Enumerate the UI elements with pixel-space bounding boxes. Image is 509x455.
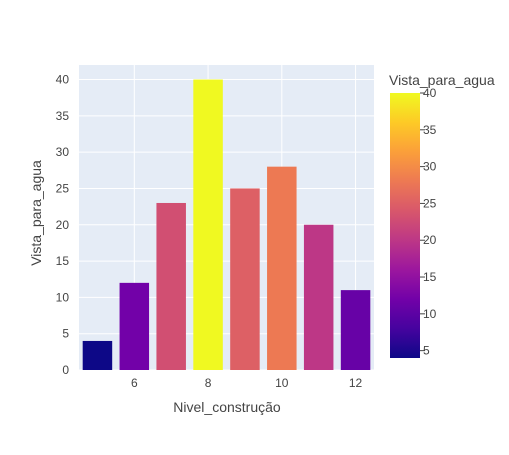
y-tick-label: 10: [56, 290, 70, 304]
colorbar-ticks: 5 10 15 20 25 30 35 40: [420, 86, 437, 358]
colorbar-tick-label: 10: [423, 307, 437, 321]
colorbar-tick-label: 35: [423, 123, 437, 137]
colorbar-tick-label: 40: [423, 86, 437, 100]
y-tick-label: 30: [56, 145, 70, 159]
bar: [193, 79, 223, 371]
x-axis-ticks: 6 8 10 12: [131, 376, 363, 390]
bar: [156, 202, 186, 370]
y-axis-ticks: 0 5 10 15 20 25 30 35 40: [56, 73, 70, 377]
x-tick-label: 10: [275, 376, 289, 390]
colorbar-tick-label: 25: [423, 196, 437, 210]
bar: [230, 188, 260, 370]
colorbar-tick-label: 5: [423, 344, 430, 358]
colorbar-tick-label: 15: [423, 270, 437, 284]
colorbar: [390, 93, 420, 358]
y-tick-label: 40: [56, 73, 70, 87]
colorbar-tick-label: 20: [423, 233, 437, 247]
bar: [340, 290, 371, 370]
y-tick-label: 35: [56, 109, 70, 123]
x-tick-label: 6: [131, 376, 138, 390]
bar: [303, 224, 334, 370]
bar: [119, 282, 150, 370]
bar: [82, 340, 113, 370]
x-tick-label: 12: [349, 376, 363, 390]
y-tick-label: 20: [56, 218, 70, 232]
y-tick-label: 15: [56, 254, 70, 268]
bar: [267, 166, 297, 370]
y-tick-label: 5: [62, 327, 69, 341]
y-axis-title: Vista_para_agua: [28, 160, 44, 266]
x-tick-label: 8: [205, 376, 212, 390]
bars: [82, 79, 371, 371]
x-axis-title: Nivel_construção: [173, 399, 281, 415]
y-tick-label: 25: [56, 181, 70, 195]
colorbar-tick-label: 30: [423, 160, 437, 174]
y-tick-label: 0: [62, 363, 69, 377]
colorbar-title: Vista_para_agua: [389, 72, 495, 88]
